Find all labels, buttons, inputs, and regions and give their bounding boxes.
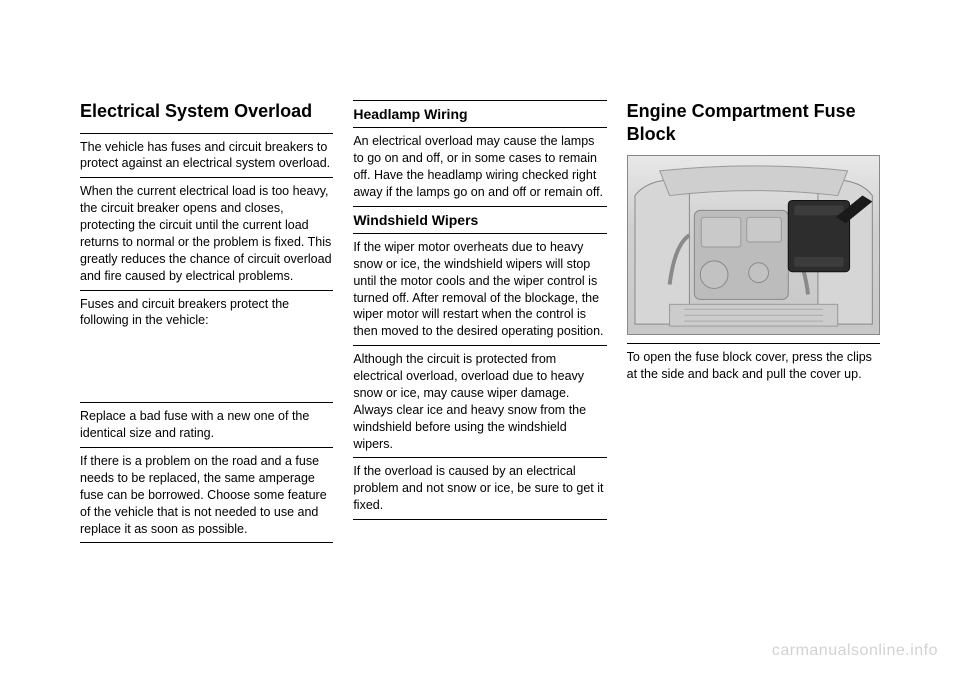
- bullet-spacer: [80, 334, 333, 402]
- column-3: Engine Compartment Fuse Block: [627, 100, 880, 543]
- para: To open the fuse block cover, press the …: [627, 343, 880, 388]
- watermark: carmanualsonline.info: [772, 642, 938, 660]
- engine-svg: [628, 156, 879, 334]
- heading-windshield-wipers: Windshield Wipers: [353, 207, 606, 233]
- para: If the overload is caused by an electric…: [353, 458, 606, 520]
- heading-electrical-system-overload: Electrical System Overload: [80, 100, 333, 123]
- para: If there is a problem on the road and a …: [80, 448, 333, 543]
- para: When the current electrical load is too …: [80, 178, 333, 290]
- para: Fuses and circuit breakers protect the f…: [80, 291, 333, 335]
- heading-headlamp-wiring: Headlamp Wiring: [353, 100, 606, 127]
- para: Replace a bad fuse with a new one of the…: [80, 402, 333, 448]
- engine-compartment-illustration: [627, 155, 880, 335]
- page: Electrical System Overload The vehicle h…: [0, 0, 960, 583]
- column-2: Headlamp Wiring An electrical overload m…: [353, 100, 606, 543]
- column-1: Electrical System Overload The vehicle h…: [80, 100, 333, 543]
- para: Although the circuit is protected from e…: [353, 346, 606, 458]
- para: An electrical overload may cause the lam…: [353, 127, 606, 207]
- para: The vehicle has fuses and circuit breake…: [80, 133, 333, 179]
- heading-engine-compartment-fuse-block: Engine Compartment Fuse Block: [627, 100, 880, 145]
- para: If the wiper motor overheats due to heav…: [353, 233, 606, 346]
